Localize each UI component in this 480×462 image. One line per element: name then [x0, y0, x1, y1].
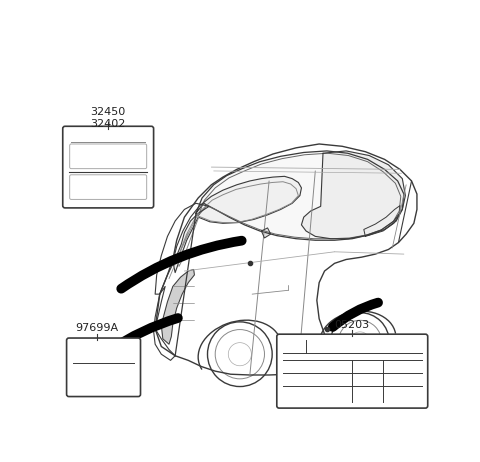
Polygon shape — [262, 228, 271, 238]
Polygon shape — [161, 269, 194, 344]
FancyBboxPatch shape — [67, 338, 141, 396]
FancyBboxPatch shape — [277, 334, 428, 408]
Text: 97699A: 97699A — [75, 323, 118, 334]
Polygon shape — [154, 286, 175, 360]
Text: 32450: 32450 — [91, 107, 126, 117]
Circle shape — [331, 313, 389, 371]
Polygon shape — [155, 144, 417, 375]
Polygon shape — [196, 151, 404, 240]
Polygon shape — [155, 203, 209, 294]
Circle shape — [207, 322, 272, 387]
Text: 32402: 32402 — [91, 119, 126, 129]
Polygon shape — [173, 176, 301, 273]
FancyBboxPatch shape — [63, 126, 154, 208]
Text: 05203: 05203 — [335, 320, 370, 329]
Polygon shape — [301, 151, 406, 239]
